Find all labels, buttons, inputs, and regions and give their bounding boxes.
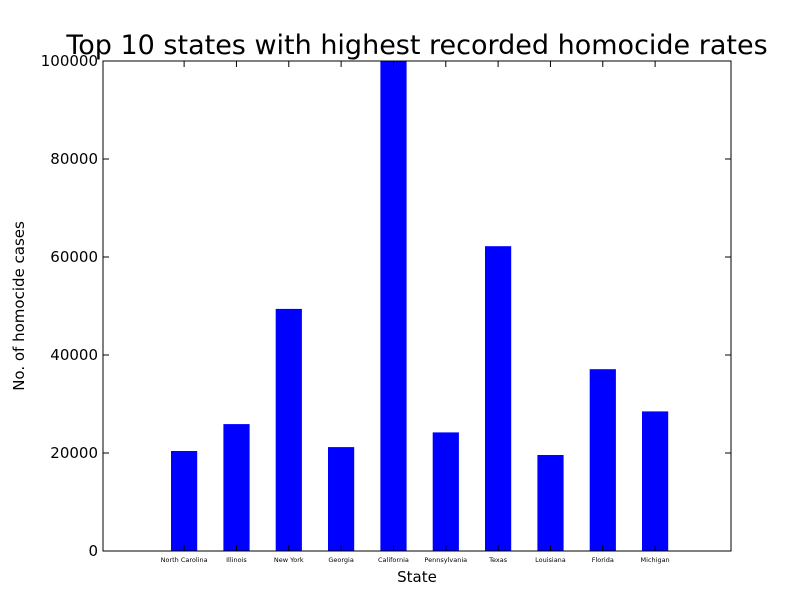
bar-new-york: [275, 308, 302, 551]
y-tick-label: 40000: [50, 346, 98, 364]
y-tick-label: 80000: [50, 150, 98, 168]
bar-texas: [485, 246, 512, 551]
bars-group: [171, 61, 669, 551]
x-tick-label: Florida: [592, 556, 614, 564]
x-tick-label: Louisiana: [535, 556, 566, 564]
chart-title: Top 10 states with highest recorded homo…: [65, 30, 767, 61]
y-tick-label: 20000: [50, 444, 98, 462]
bar-georgia: [328, 447, 355, 551]
x-tick-label: Georgia: [328, 556, 354, 564]
x-tick-label: Texas: [488, 556, 508, 564]
x-tick-label: Pennsylvania: [424, 556, 467, 564]
plot-area-frame: [102, 60, 732, 552]
x-tick-label: Michigan: [641, 556, 670, 564]
bar-california: [380, 61, 407, 551]
y-axis: 0 20000 40000 60000 80000 100000: [41, 52, 731, 560]
bar-michigan: [642, 411, 669, 551]
bar-florida: [589, 369, 616, 551]
y-axis-label: No. of homocide cases: [10, 221, 28, 391]
bar-illinois: [223, 424, 250, 551]
x-tick-label: New York: [274, 556, 304, 564]
x-tick-label: Illinois: [226, 556, 247, 564]
y-tick-label: 100000: [41, 52, 98, 70]
x-axis: North Carolina Illinois New York Georgia Cal…: [161, 61, 670, 564]
x-axis-label: State: [397, 568, 437, 586]
bar-north-carolina: [171, 451, 198, 551]
x-tick-label: North Carolina: [161, 556, 208, 564]
bar-pennsylvania: [432, 432, 459, 551]
bar-louisiana: [537, 455, 564, 551]
y-tick-label: 0: [88, 542, 98, 560]
x-tick-label: California: [378, 556, 409, 564]
y-tick-label: 60000: [50, 248, 98, 266]
